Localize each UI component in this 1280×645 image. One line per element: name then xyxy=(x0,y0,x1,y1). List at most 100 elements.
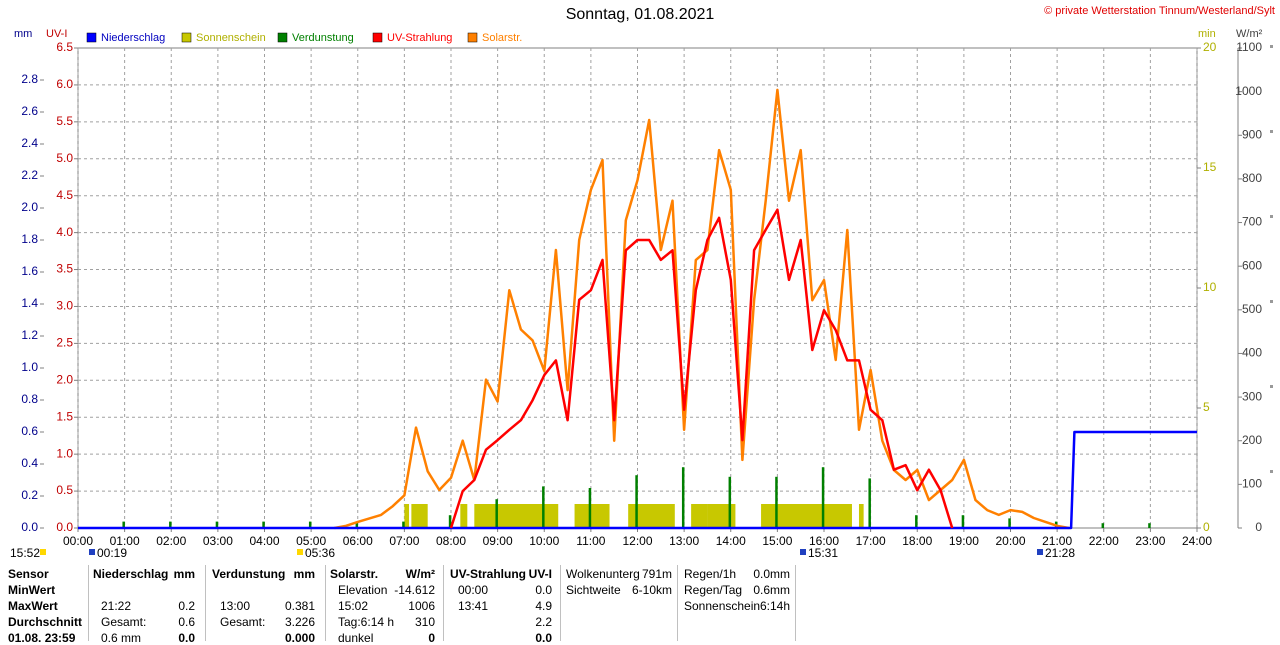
sunshine-bar xyxy=(474,504,559,528)
x-tick-label: 24:00 xyxy=(1182,534,1212,548)
y-tick-label: 5.5 xyxy=(56,114,73,128)
x-tick-label: 07:00 xyxy=(389,534,419,548)
x-tick-label: 17:00 xyxy=(856,534,886,548)
solar-tick-label: 800 xyxy=(1242,171,1262,185)
data-line xyxy=(334,88,1070,530)
y-tick-label: 1.0 xyxy=(56,446,73,460)
column-header: Solarstr. xyxy=(330,567,379,581)
column-header: Niederschlag xyxy=(93,567,169,581)
x-tick-label: 01:00 xyxy=(110,534,140,548)
y-tick-label: 2.5 xyxy=(56,336,73,350)
y-tick-label: 2.8 xyxy=(21,72,38,86)
column-separator xyxy=(325,565,326,641)
cell-value: 6:14h xyxy=(759,599,790,613)
cell-label: dunkel xyxy=(338,631,374,645)
solar-tick-label: 100 xyxy=(1242,477,1262,491)
column-unit: mm xyxy=(293,567,315,581)
cell-value: 0 xyxy=(428,631,435,645)
legend-label: Sonnenschein xyxy=(196,32,266,44)
column-header: Verdunstung xyxy=(212,567,286,581)
y2-tick-label: 0 xyxy=(1203,520,1210,534)
cell-value: 0.0 xyxy=(535,631,552,645)
x-tick-label: 21:00 xyxy=(1042,534,1072,548)
column-unit: 791m xyxy=(641,567,672,581)
cell-value: 0.0 xyxy=(178,631,195,645)
row-label: Sensor xyxy=(8,567,49,581)
solar-tick-label: 400 xyxy=(1242,346,1262,360)
y-tick-label: 1.8 xyxy=(21,232,38,246)
x-tick-label: 16:00 xyxy=(809,534,839,548)
marker-icon xyxy=(1037,549,1043,555)
cell-label: Sonnenschein xyxy=(684,599,761,613)
legend-swatch xyxy=(467,32,478,43)
x-tick-label: 08:00 xyxy=(436,534,466,548)
cell-value: 2.2 xyxy=(535,615,552,629)
y-tick-label: 6.0 xyxy=(56,77,73,91)
marker-icon xyxy=(40,549,46,555)
cell-label: Gesamt: xyxy=(101,615,147,629)
solar-tick-label: 600 xyxy=(1242,258,1262,272)
marker-icon xyxy=(89,549,95,555)
x-tick-label: 05:00 xyxy=(296,534,326,548)
y-tick-label: 3.5 xyxy=(56,262,73,276)
solar-tick-label: 0 xyxy=(1255,520,1262,534)
legend-label: Verdunstung xyxy=(292,32,354,44)
y-tick-label: 0.5 xyxy=(56,483,73,497)
marker-label: 15:31 xyxy=(808,546,838,560)
legend-swatch xyxy=(181,32,192,43)
column-header: Wolkenunterg xyxy=(566,567,640,581)
x-tick-label: 03:00 xyxy=(203,534,233,548)
x-tick-label: 10:00 xyxy=(529,534,559,548)
y-tick-label: 2.0 xyxy=(21,200,38,214)
credit: © private Wetterstation Tinnum/Westerlan… xyxy=(1044,5,1275,17)
legend-swatch xyxy=(86,32,97,43)
y-tick-label: 0.2 xyxy=(21,488,38,502)
axis-title: UV-I xyxy=(46,28,67,40)
x-tick-label: 02:00 xyxy=(156,534,186,548)
x-tick-label: 22:00 xyxy=(1089,534,1119,548)
data-line xyxy=(449,208,954,529)
y-tick-label: 3.0 xyxy=(56,299,73,313)
column-unit: W/m² xyxy=(405,567,435,581)
y2-tick-label: 5 xyxy=(1203,400,1210,414)
x-tick-label: 09:00 xyxy=(483,534,513,548)
legend-label: Solarstr. xyxy=(482,32,522,44)
column-separator xyxy=(88,565,89,641)
y-tick-label: 2.2 xyxy=(21,168,38,182)
x-tick-label: 12:00 xyxy=(622,534,652,548)
y-tick-label: 1.6 xyxy=(21,264,38,278)
column-separator xyxy=(677,565,678,641)
marker-label: 05:36 xyxy=(305,546,335,560)
cell-label: Gesamt: xyxy=(220,615,266,629)
sunshine-bar xyxy=(460,504,468,528)
solar-tick-label: 200 xyxy=(1242,433,1262,447)
column-unit: mm xyxy=(173,567,195,581)
cell-value: 0.0 xyxy=(535,583,552,597)
cell-value: 310 xyxy=(414,615,435,629)
column-separator xyxy=(205,565,206,641)
cell-label: Regen/Tag xyxy=(684,583,743,597)
legend-swatch xyxy=(372,32,383,43)
cell-label: 13:41 xyxy=(458,599,489,613)
stats-table: Sensor MinWert MaxWert Durchschnitt 01.08. 2… xyxy=(0,565,1280,645)
sunshine-bar xyxy=(858,504,864,528)
y-tick-label: 2.6 xyxy=(21,104,38,118)
solar-tick-label: 500 xyxy=(1242,302,1262,316)
cell-label: 21:22 xyxy=(101,599,132,613)
y-tick-label: 4.0 xyxy=(56,225,73,239)
solar-tick-label: 700 xyxy=(1242,215,1262,229)
legend-swatch xyxy=(277,32,288,43)
y-tick-label: 1.2 xyxy=(21,328,38,342)
x-tick-label: 06:00 xyxy=(343,534,373,548)
column-unit: 0.0mm xyxy=(753,567,790,581)
x-tick-label: 13:00 xyxy=(669,534,699,548)
sunshine-bar xyxy=(691,504,708,528)
legend-label: UV-Strahlung xyxy=(387,32,452,44)
x-tick-label: 14:00 xyxy=(716,534,746,548)
cell-label: 00:00 xyxy=(458,583,489,597)
cell-value: 0.2 xyxy=(178,599,195,613)
column-header: Regen/1h xyxy=(684,567,737,581)
solar-tick-label: 900 xyxy=(1242,127,1262,141)
cell-value: 4.9 xyxy=(535,599,552,613)
